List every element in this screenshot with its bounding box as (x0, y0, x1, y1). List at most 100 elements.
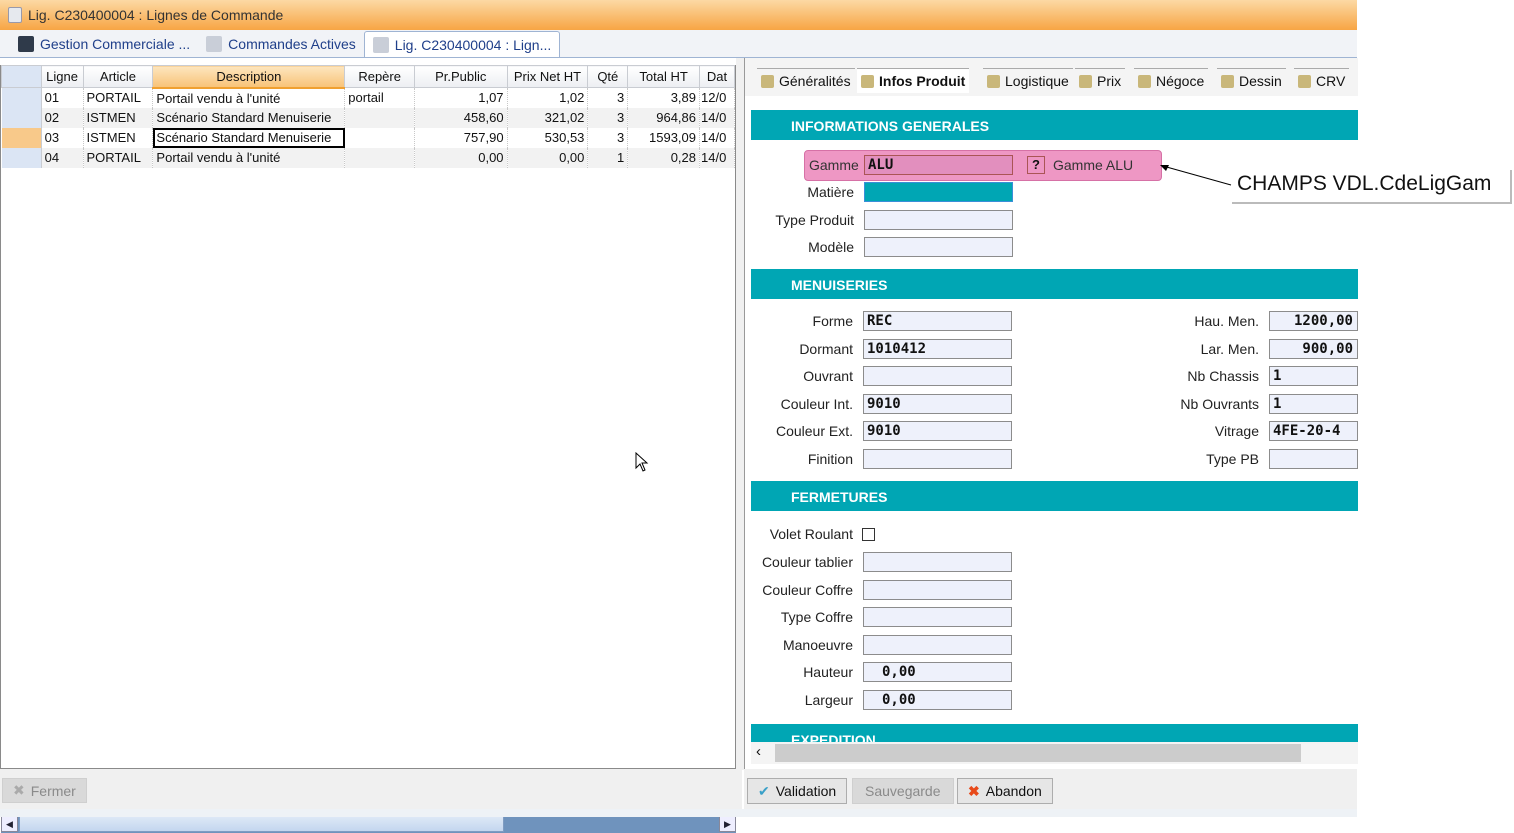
help-icon[interactable]: ? (1027, 156, 1045, 174)
nb-ouvrants-input[interactable]: 1 (1269, 393, 1358, 414)
row-selector[interactable] (1, 147, 42, 168)
table-cell[interactable]: 12/0 (699, 87, 735, 108)
table-cell[interactable]: 458,60 (414, 107, 508, 128)
tab-lignes-commande[interactable]: Lig. C230400004 : Lign... (363, 31, 561, 57)
scrollbar-thumb[interactable] (19, 816, 504, 832)
save-button[interactable]: Sauvegarde (852, 778, 954, 804)
field-label: Largeur (804, 691, 853, 708)
table-cell[interactable] (344, 107, 415, 128)
column-header[interactable]: Article (82, 65, 154, 88)
hauteur-input[interactable]: 0,00 (863, 662, 1012, 682)
column-header[interactable]: Prix Net HT (506, 65, 589, 88)
table-cell[interactable]: 321,02 (507, 107, 589, 128)
table-row[interactable]: 01 PORTAIL Portail vendu à l'unité portail 1… (1, 87, 735, 108)
table-cell[interactable]: 964,86 (627, 107, 700, 128)
largeur-input[interactable]: 0,00 (863, 689, 1012, 710)
close-button[interactable]: ✖ Fermer (2, 778, 87, 803)
panel-tab-négoce[interactable]: Négoce (1134, 68, 1209, 93)
table-cell[interactable]: 14/0 (699, 107, 735, 128)
table-cell[interactable]: 01 (41, 87, 84, 108)
modèle-input[interactable] (864, 237, 1013, 257)
table-cell[interactable]: 530,53 (507, 127, 589, 148)
lar-men--input[interactable]: 900,00 (1269, 338, 1358, 359)
table-cell[interactable]: 1593,09 (627, 127, 700, 148)
hau-men--input[interactable]: 1200,00 (1269, 311, 1358, 331)
scroll-left-button[interactable]: ‹ (756, 743, 761, 760)
table-cell[interactable]: 3,89 (627, 87, 700, 108)
table-cell[interactable]: 14/0 (699, 127, 735, 148)
couleur-int--input[interactable]: 9010 (863, 393, 1012, 414)
row-selector[interactable] (1, 87, 42, 108)
couleur-tablier-input[interactable] (863, 552, 1012, 572)
table-cell[interactable]: 3 (587, 87, 629, 108)
vitrage-input[interactable]: 4FE-20-4 (1269, 421, 1358, 441)
table-cell[interactable]: 04 (41, 147, 84, 168)
table-cell[interactable]: ISTMEN (83, 127, 154, 148)
table-cell[interactable]: 1,07 (414, 87, 508, 108)
table-cell[interactable]: PORTAIL (83, 87, 154, 108)
scrollbar-thumb[interactable] (775, 744, 1301, 762)
column-header[interactable]: Dat (699, 65, 735, 88)
column-header[interactable]: Pr.Public (414, 65, 508, 88)
table-cell[interactable] (344, 147, 415, 168)
table-cell[interactable]: Scénario Standard Menuiserie (152, 107, 346, 128)
table-cell[interactable]: 1,02 (507, 87, 589, 108)
validation-button[interactable]: ✔ Validation (747, 778, 848, 804)
ouvrant-input[interactable] (863, 366, 1012, 386)
table-cell[interactable]: 03 (41, 127, 84, 148)
panel-tab-généralités[interactable]: Généralités (757, 68, 855, 93)
panel-tab-infos produit[interactable]: Infos Produit (857, 68, 970, 93)
couleur-ext--input[interactable]: 9010 (863, 421, 1012, 441)
table-cell[interactable]: 0,00 (507, 147, 589, 168)
table-row[interactable]: 02 ISTMEN Scénario Standard Menuiserie 458,… (1, 107, 735, 128)
panel-tab-crv[interactable]: CRV (1294, 68, 1350, 93)
gamme-input[interactable]: ALU (864, 155, 1013, 175)
matière-input[interactable] (864, 182, 1013, 202)
forme-input[interactable]: REC (863, 311, 1012, 331)
table-cell[interactable]: 757,90 (414, 127, 508, 148)
table-cell[interactable]: 3 (587, 127, 629, 148)
column-header[interactable]: Qté (587, 65, 629, 88)
table-cell[interactable]: 14/0 (699, 147, 735, 168)
table-cell[interactable] (344, 127, 415, 148)
scroll-right-button[interactable]: ▶ (719, 816, 736, 832)
table-cell[interactable]: 02 (41, 107, 84, 128)
type-produit-input[interactable] (864, 209, 1013, 230)
table-cell[interactable]: 3 (587, 107, 629, 128)
manoeuvre-input[interactable] (863, 634, 1012, 655)
column-header[interactable]: Ligne (40, 65, 84, 88)
abort-button[interactable]: ✖ Abandon (957, 778, 1053, 804)
splitter[interactable] (736, 58, 744, 770)
table-cell[interactable]: Portail vendu à l'unité (152, 147, 346, 168)
scroll-left-button[interactable]: ◀ (1, 816, 18, 832)
row-selector[interactable] (1, 107, 42, 128)
tab-gestion-commerciale[interactable]: Gestion Commerciale ... (10, 31, 198, 57)
panel-tab-dessin[interactable]: Dessin (1217, 68, 1286, 93)
table-row[interactable]: 04 PORTAIL Portail vendu à l'unité 0,00 0,00… (1, 147, 735, 168)
panel-horizontal-scrollbar[interactable]: ‹ (751, 742, 1358, 764)
table-cell[interactable]: Portail vendu à l'unité (152, 87, 346, 108)
row-selector[interactable] (1, 127, 42, 148)
table-cell[interactable]: portail (344, 87, 415, 108)
table-cell[interactable]: 0,28 (627, 147, 700, 168)
column-header[interactable]: Description (152, 65, 346, 89)
couleur-coffre-input[interactable] (863, 579, 1012, 600)
nb-chassis-input[interactable]: 1 (1269, 366, 1358, 386)
type-coffre-input[interactable] (863, 607, 1012, 627)
table-cell[interactable]: 0,00 (414, 147, 508, 168)
panel-tab-prix[interactable]: Prix (1075, 68, 1126, 93)
tab-commandes-actives[interactable]: Commandes Actives (198, 31, 364, 57)
table-cell[interactable]: PORTAIL (83, 147, 154, 168)
panel-tab-logistique[interactable]: Logistique (983, 68, 1073, 93)
type-pb-input[interactable] (1269, 448, 1358, 469)
table-cell[interactable]: 1 (587, 147, 629, 168)
column-header[interactable]: Repère (344, 65, 415, 88)
finition-input[interactable] (863, 448, 1012, 469)
table-cell[interactable]: Scénario Standard Menuiserie (152, 127, 346, 148)
table-cell[interactable]: ISTMEN (83, 107, 154, 128)
volet-roulant-checkbox[interactable] (862, 528, 875, 541)
row-selector-header[interactable] (1, 65, 42, 88)
dormant-input[interactable]: 1010412 (863, 338, 1012, 359)
table-row[interactable]: 03 ISTMEN Scénario Standard Menuiserie 757,… (1, 127, 735, 148)
column-header[interactable]: Total HT (627, 65, 700, 88)
